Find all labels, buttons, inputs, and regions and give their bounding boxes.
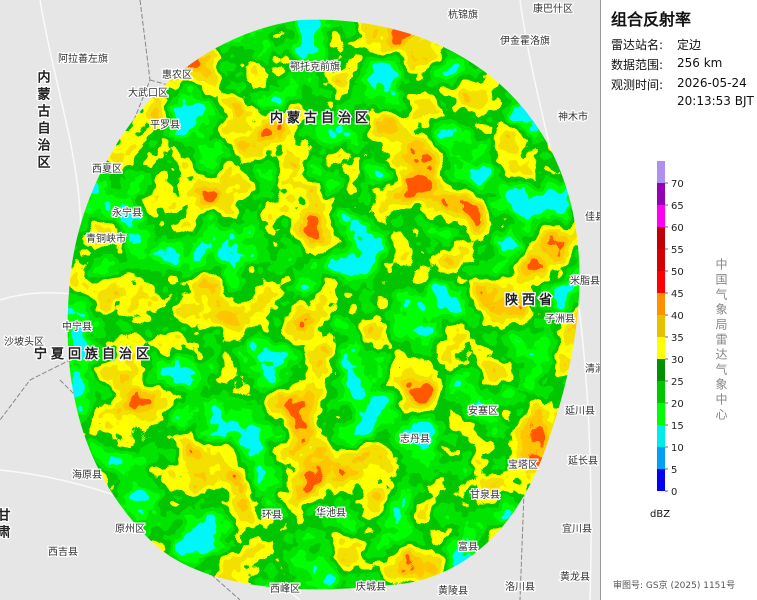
radar-echo xyxy=(67,19,580,590)
tick-label: 65 xyxy=(671,201,684,212)
color-swatch xyxy=(657,359,665,381)
place-label: 伊金霍洛旗 xyxy=(500,34,550,47)
unit-label: dBZ xyxy=(650,509,671,520)
color-swatch xyxy=(657,249,665,271)
place-label: 庆城县 xyxy=(356,580,386,593)
tick-label: 15 xyxy=(671,421,684,432)
place-label: 黄陵县 xyxy=(438,584,468,597)
color-swatch xyxy=(657,425,665,447)
place-label: 黄龙县 xyxy=(560,570,590,583)
place-label: 华池县 xyxy=(316,506,346,519)
place-label: 清涧县 xyxy=(585,362,600,375)
info-panel: 组合反射率 雷达站名: 定边 数据范围: 256 km 观测时间: 2026-0… xyxy=(600,0,757,600)
place-label: 安塞区 xyxy=(468,404,498,417)
color-swatch xyxy=(657,205,665,227)
tick-label: 45 xyxy=(671,289,684,300)
credit: 中国气象局雷达气象中心 xyxy=(714,258,728,423)
place-label: 中宁县 xyxy=(62,320,92,333)
place-label: 惠农区 xyxy=(162,68,192,81)
tick-label: 30 xyxy=(671,355,684,366)
place-label: 佳县 xyxy=(585,210,600,223)
field-label: 数据范围: xyxy=(611,58,664,72)
tick-label: 55 xyxy=(671,245,684,256)
color-swatch xyxy=(657,293,665,315)
place-label: 永宁县 xyxy=(112,206,142,219)
place-label: 杭锦旗 xyxy=(448,8,478,21)
place-label: 西吉县 xyxy=(48,546,78,558)
color-swatch xyxy=(657,337,665,359)
place-label: 甘泉县 xyxy=(470,488,500,501)
field-label: 观测时间: xyxy=(611,78,664,92)
place-label: 平罗县 xyxy=(150,119,180,131)
place-label: 富县 xyxy=(458,540,478,553)
field-value: 20:13:53 BJT xyxy=(677,94,754,108)
tick-label: 5 xyxy=(671,465,677,476)
tick-label: 50 xyxy=(671,267,684,278)
field-value: 256 km xyxy=(677,56,723,70)
place-label: 西夏区 xyxy=(92,163,122,175)
place-label: 鄂托克前旗 xyxy=(290,60,340,73)
place-label: 康巴什区 xyxy=(533,2,573,15)
tick-label: 35 xyxy=(671,333,684,344)
region-label: 内蒙古自治区 xyxy=(35,69,51,172)
color-swatch xyxy=(657,271,665,293)
color-swatch xyxy=(657,315,665,337)
tick-label: 10 xyxy=(671,443,684,454)
place-label: 大武口区 xyxy=(128,86,168,99)
color-swatch xyxy=(657,227,665,249)
map: 杭锦旗 康巴什区 伊金霍洛旗 神木市 阿拉善左旗 内蒙古自治区 内蒙古自治区 惠… xyxy=(0,0,600,600)
color-bar: 0 5 10 15 20 25 30 35 40 45 50 55 60 65 70 xyxy=(657,161,684,498)
place-label: 青铜峡市 xyxy=(86,232,126,245)
footer: 审图号: GS京 (2025) 1151号 xyxy=(613,581,736,591)
place-label: 志丹县 xyxy=(400,432,430,445)
panel-title: 组合反射率 xyxy=(611,10,692,29)
color-swatch xyxy=(657,469,665,491)
color-swatch xyxy=(657,447,665,469)
color-swatch xyxy=(657,161,665,183)
color-swatch xyxy=(657,381,665,403)
place-label: 延长县 xyxy=(568,455,598,467)
color-swatch xyxy=(657,403,665,425)
tick-label: 20 xyxy=(671,399,684,410)
place-label: 神木市 xyxy=(558,110,588,123)
field-value: 2026-05-24 xyxy=(677,76,747,90)
place-label: 宜川县 xyxy=(562,522,592,535)
tick-label: 70 xyxy=(671,179,684,190)
place-label: 子洲县 xyxy=(545,313,575,325)
place-label: 延川县 xyxy=(565,405,595,417)
place-label: 宝塔区 xyxy=(508,458,538,471)
place-label: 洛川县 xyxy=(505,580,535,593)
region-label: 陕西省 xyxy=(505,292,556,308)
tick-label: 25 xyxy=(671,377,684,388)
color-swatch xyxy=(657,183,665,205)
place-label: 西峰区 xyxy=(270,583,300,595)
place-label: 米脂县 xyxy=(570,274,600,287)
tick-label: 0 xyxy=(671,487,677,498)
place-label: 原州区 xyxy=(115,523,145,535)
place-label: 海原县 xyxy=(72,468,102,481)
field-label: 雷达站名: xyxy=(611,38,664,52)
place-label: 阿拉善左旗 xyxy=(58,52,108,65)
region-label: 宁夏回族自治区 xyxy=(34,346,153,362)
region-label: 甘肃 xyxy=(0,507,10,542)
place-label: 沙坡头区 xyxy=(4,335,44,348)
place-label: 环县 xyxy=(262,509,282,521)
region-label: 内蒙古自治区 xyxy=(270,110,372,126)
tick-label: 40 xyxy=(671,311,684,322)
tick-label: 60 xyxy=(671,223,684,234)
map-labels: 杭锦旗 康巴什区 伊金霍洛旗 神木市 阿拉善左旗 内蒙古自治区 内蒙古自治区 惠… xyxy=(0,1,600,599)
field-value: 定边 xyxy=(677,38,702,52)
